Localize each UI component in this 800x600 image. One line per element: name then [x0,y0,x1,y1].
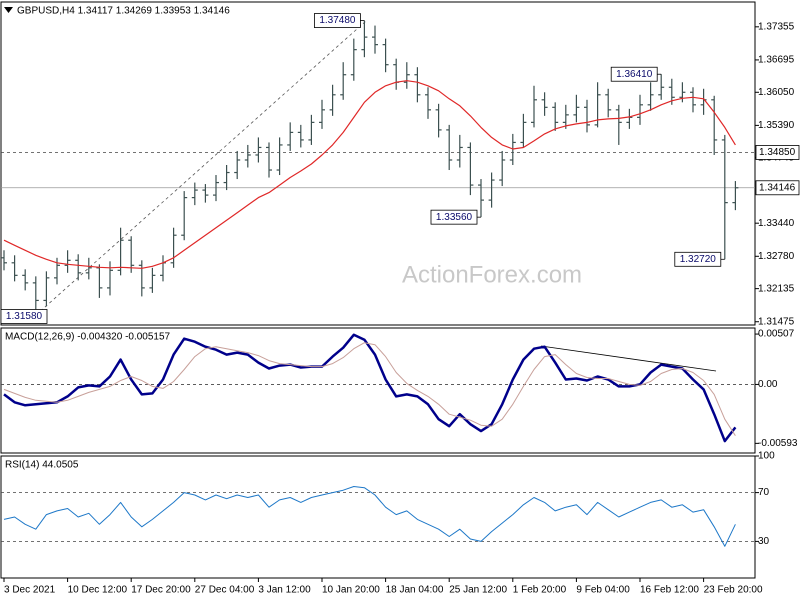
annotation-box [610,66,658,82]
level-label-box [755,180,800,196]
x-tick-label: 9 Feb 04:00 [576,585,630,596]
x-tick-label: 17 Dec 20:00 [131,585,191,596]
annotation-box [674,251,722,267]
annotation-box [0,309,48,324]
x-tick-label: 16 Feb 12:00 [640,585,699,596]
y-tick-label: 1.37355 [758,21,795,32]
x-tick-label: 3 Jan 12:00 [258,585,311,596]
annotation-label: 1.33560 [436,212,473,223]
y-tick-label: -0.00593 [758,438,798,449]
y-tick-label: 1.32135 [758,283,795,294]
y-tick-label: 30 [758,536,770,547]
y-tick-label: 100 [758,451,775,462]
y-tick-label: 1.36695 [758,55,795,66]
level-label-box [755,145,800,160]
y-tick-label: 0.00507 [758,329,795,340]
x-tick-label: 3 Dec 2021 [4,585,56,596]
x-tick-label: 10 Dec 12:00 [68,585,128,596]
panel-title: GBPUSD,H4 1.34117 1.34269 1.33953 1.3414… [17,6,230,17]
annotation-label: 1.32720 [680,254,717,265]
panel-frame [0,455,756,579]
x-tick-label: 25 Jan 12:00 [449,585,507,596]
macd-trend-line [540,345,717,372]
y-tick-label: 70 [758,487,770,498]
y-tick-label: 1.31475 [758,316,795,327]
y-tick-label: 1.35390 [758,120,795,131]
panel-frame [0,1,756,326]
indicator-line [3,486,736,547]
indicator-line [3,342,736,436]
menu-icon [4,7,13,13]
x-tick-label: 27 Dec 04:00 [195,585,255,596]
panel-title: RSI(14) 44.0505 [5,460,79,471]
indicator-line [3,333,737,443]
annotation-label: 1.31580 [6,311,43,322]
level-label: 1.34850 [759,147,796,158]
panel-title: MACD(12,26,9) -0.004320 -0.005157 [5,332,171,343]
annotation-label: 1.37480 [319,15,356,26]
y-tick-label: 1.32780 [758,251,795,262]
annotation-label: 1.36410 [616,69,653,80]
annotation-box [313,13,361,28]
watermark: ActionForex.com [402,261,582,288]
y-tick-label: 1.36050 [758,87,795,98]
level-label: 1.34146 [759,182,796,193]
x-tick-label: 1 Feb 20:00 [513,585,567,596]
x-tick-label: 23 Feb 20:00 [704,585,763,596]
x-tick-label: 10 Jan 20:00 [322,585,380,596]
x-tick-label: 18 Jan 04:00 [386,585,444,596]
panel-frame [0,327,756,454]
annotation-box [430,209,478,225]
y-tick-label: 1.33440 [758,218,795,229]
indicator-line [3,80,736,269]
y-tick-label: 0.00 [758,379,778,390]
